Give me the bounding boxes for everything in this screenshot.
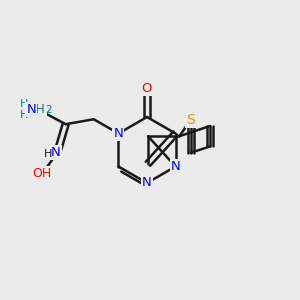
Text: H: H: [20, 110, 28, 120]
Text: NH: NH: [27, 103, 46, 116]
Text: N: N: [26, 103, 36, 116]
Text: H: H: [20, 99, 28, 110]
Text: O: O: [142, 82, 152, 95]
Text: N: N: [171, 160, 181, 173]
Text: S: S: [186, 113, 195, 127]
Text: OH: OH: [33, 167, 52, 180]
Text: N: N: [51, 146, 61, 159]
Text: N: N: [142, 176, 152, 190]
Text: 2: 2: [45, 105, 52, 115]
Text: H: H: [44, 149, 52, 159]
Text: N: N: [113, 127, 123, 140]
